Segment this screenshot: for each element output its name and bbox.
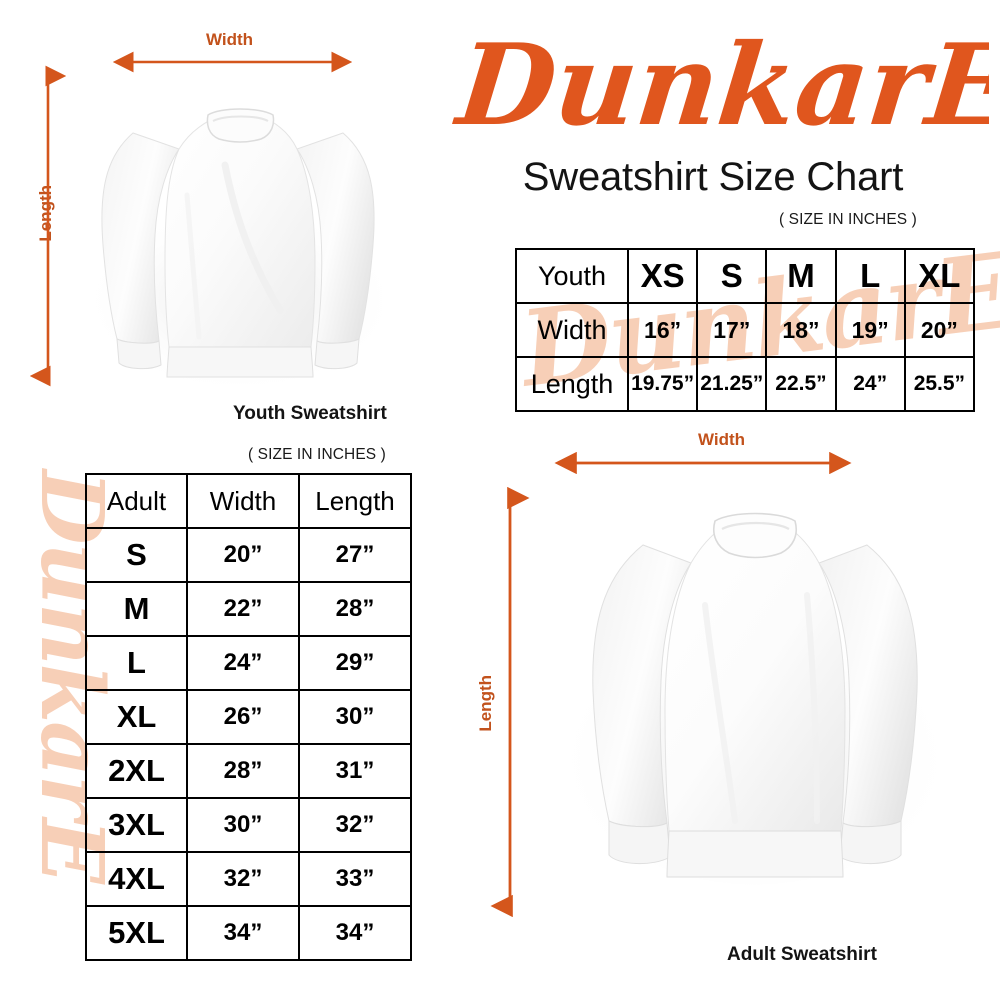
- adult-size-3xl: 3XL: [85, 797, 188, 853]
- table-row: Width 16” 17” 18” 19” 20”: [515, 302, 976, 358]
- youth-length-xl: 25.5”: [903, 356, 976, 412]
- table-row: Youth XS S M L XL: [515, 248, 976, 304]
- adult-width-s: 20”: [186, 527, 300, 583]
- youth-width-l: 19”: [834, 302, 906, 358]
- adult-width-arrow: [554, 451, 852, 475]
- adult-length-l: 29”: [298, 635, 412, 691]
- table-row: 3XL 30” 32”: [85, 797, 412, 853]
- youth-size-s: S: [696, 248, 768, 304]
- adult-width-label: Width: [698, 430, 746, 449]
- youth-width-row-label: Width: [515, 302, 629, 358]
- youth-width-s: 17”: [696, 302, 768, 358]
- adult-width-l: 24”: [186, 635, 300, 691]
- adult-width-5xl: 34”: [186, 905, 300, 961]
- youth-corner-label: Youth: [515, 248, 629, 304]
- adult-length-s: 27”: [298, 527, 412, 583]
- youth-sweatshirt-caption: Youth Sweatshirt: [233, 403, 387, 424]
- adult-size-unit-note: ( SIZE IN INCHES ): [248, 446, 386, 463]
- youth-length-l: 24”: [834, 356, 906, 412]
- youth-size-unit-note: ( SIZE IN INCHES ): [779, 211, 917, 228]
- adult-length-2xl: 31”: [298, 743, 412, 799]
- adult-width-m: 22”: [186, 581, 300, 637]
- table-row: Adult Width Length: [85, 473, 412, 529]
- adult-length-arrow: [490, 486, 530, 918]
- adult-size-5xl: 5XL: [85, 905, 188, 961]
- youth-length-arrow: [29, 65, 67, 387]
- table-row: 2XL 28” 31”: [85, 743, 412, 799]
- youth-size-l: L: [834, 248, 906, 304]
- youth-width-xs: 16”: [626, 302, 699, 358]
- adult-size-2xl: 2XL: [85, 743, 188, 799]
- adult-sweatshirt-illustration: [560, 512, 950, 885]
- adult-length-label: Length: [476, 675, 495, 732]
- adult-size-xl: XL: [85, 689, 188, 745]
- table-row: 4XL 32” 33”: [85, 851, 412, 907]
- table-row: S 20” 27”: [85, 527, 412, 583]
- adult-length-4xl: 33”: [298, 851, 412, 907]
- adult-header-width: Width: [186, 473, 300, 529]
- youth-length-xs: 19.75”: [626, 356, 699, 412]
- adult-width-4xl: 32”: [186, 851, 300, 907]
- youth-length-m: 22.5”: [765, 356, 837, 412]
- adult-sweatshirt-figure: Width Length: [460, 420, 1000, 980]
- adult-width-3xl: 30”: [186, 797, 300, 853]
- page-title: Sweatshirt Size Chart: [522, 155, 904, 199]
- adult-size-l: L: [85, 635, 188, 691]
- youth-width-m: 18”: [765, 302, 837, 358]
- table-row: M 22” 28”: [85, 581, 412, 637]
- table-row: 5XL 34” 34”: [85, 905, 412, 961]
- adult-size-m: M: [85, 581, 188, 637]
- adult-size-4xl: 4XL: [85, 851, 188, 907]
- youth-sweatshirt-figure: Width Length: [0, 0, 430, 430]
- adult-sweatshirt-caption: Adult Sweatshirt: [727, 944, 877, 965]
- youth-size-xs: XS: [626, 248, 699, 304]
- youth-width-label: Width: [206, 30, 254, 49]
- youth-size-table: Youth XS S M L XL Width 16” 17” 18” 19” …: [515, 248, 976, 412]
- brand-name-text: DunkarE: [449, 28, 989, 151]
- youth-size-m: M: [765, 248, 837, 304]
- youth-width-arrow: [112, 51, 353, 73]
- table-row: L 24” 29”: [85, 635, 412, 691]
- table-row: XL 26” 30”: [85, 689, 412, 745]
- table-row: Length 19.75” 21.25” 22.5” 24” 25.5”: [515, 356, 976, 412]
- adult-size-table: Adult Width Length S 20” 27” M 22” 28” L…: [85, 473, 412, 961]
- adult-width-2xl: 28”: [186, 743, 300, 799]
- adult-length-5xl: 34”: [298, 905, 412, 961]
- adult-width-xl: 26”: [186, 689, 300, 745]
- youth-sweatshirt-illustration: [80, 108, 400, 395]
- youth-width-xl: 20”: [903, 302, 976, 358]
- youth-length-row-label: Length: [515, 356, 629, 412]
- adult-length-3xl: 32”: [298, 797, 412, 853]
- dunkare-wordmark-icon: DunkarE: [449, 28, 989, 151]
- youth-size-xl: XL: [903, 248, 976, 304]
- adult-length-m: 28”: [298, 581, 412, 637]
- youth-length-s: 21.25”: [696, 356, 768, 412]
- brand-logo: DunkarE: [437, 28, 989, 160]
- adult-length-xl: 30”: [298, 689, 412, 745]
- adult-header-adult: Adult: [85, 473, 188, 529]
- adult-header-length: Length: [298, 473, 412, 529]
- adult-size-s: S: [85, 527, 188, 583]
